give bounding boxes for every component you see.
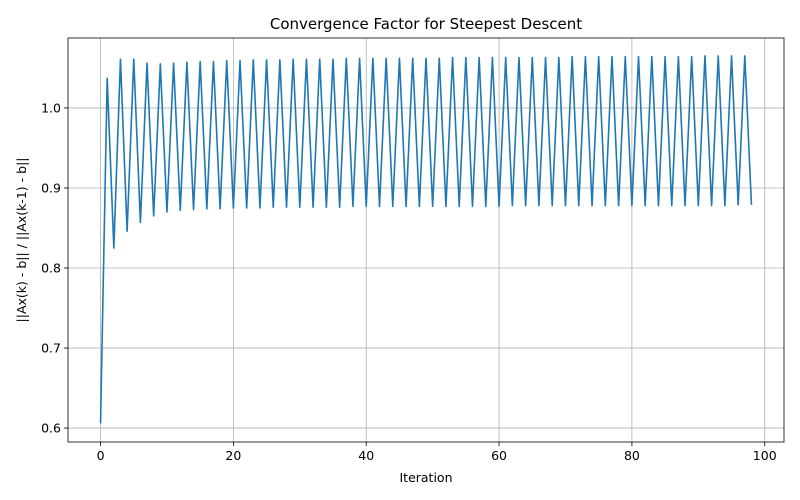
y-tick-label: 0.7 (41, 341, 61, 356)
y-tick-label: 0.9 (41, 180, 61, 195)
x-tick-label: 20 (225, 448, 241, 463)
plot-frame (67, 37, 785, 443)
plot-background (68, 38, 784, 442)
series-line-0 (99, 55, 753, 424)
grid-lines (68, 38, 784, 442)
y-tick-label: 0.6 (41, 421, 61, 436)
y-axis-label: ||Ax(k) - b|| / ||Ax(k-1) - b|| (14, 158, 29, 323)
y-tick-label: 0.8 (41, 261, 61, 276)
x-tick-label: 0 (97, 448, 105, 463)
series-layer (99, 55, 753, 424)
x-tick-label: 60 (491, 448, 507, 463)
x-axis-ticks: 0 20 40 60 80 100 (97, 442, 777, 463)
x-tick-label: 100 (753, 448, 777, 463)
x-tick-label: 40 (358, 448, 374, 463)
y-tick-label: 1.0 (41, 100, 61, 115)
x-tick-label: 80 (624, 448, 640, 463)
y-axis-ticks: 0.6 0.7 0.8 0.9 1.0 (41, 100, 68, 436)
x-axis-label: Iteration (399, 470, 452, 485)
chart-title: Convergence Factor for Steepest Descent (270, 15, 582, 33)
